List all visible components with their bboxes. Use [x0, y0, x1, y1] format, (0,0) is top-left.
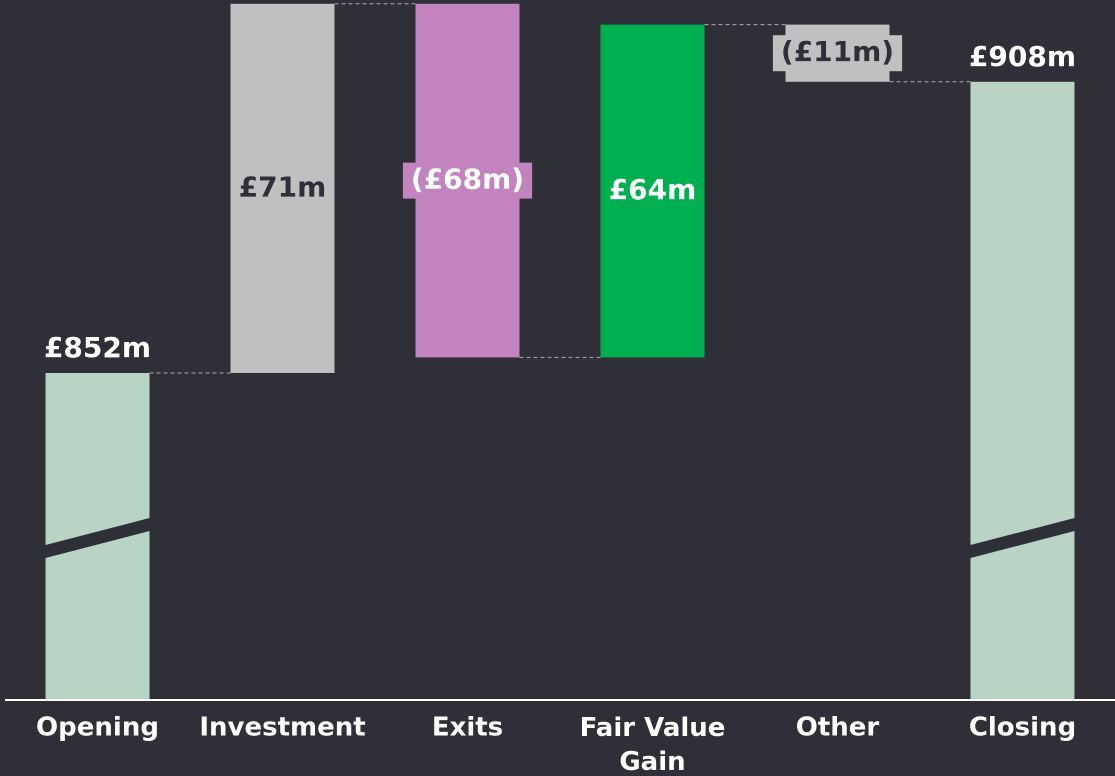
axis-break: [970, 518, 1075, 558]
x-tick-label: Exits: [432, 713, 503, 743]
x-tick-label: Other: [796, 713, 880, 743]
axis-break: [45, 518, 150, 558]
x-tick-label-line: Gain: [619, 747, 685, 776]
x-tick-label: Investment: [199, 713, 365, 743]
label-box: [772, 35, 903, 72]
label-box: [600, 173, 705, 209]
value-label: (£68m): [411, 163, 524, 196]
value-label: £852m: [44, 331, 151, 364]
value-label: £71m: [239, 170, 327, 203]
x-tick-label: Fair Value Gain: [580, 713, 726, 776]
x-tick-label-line: Fair Value: [580, 713, 726, 743]
label-box: [402, 162, 533, 199]
value-label: £64m: [609, 173, 697, 206]
x-tick-label: Closing: [969, 713, 1076, 743]
value-label: (£11m): [781, 35, 894, 68]
value-label: £908m: [969, 40, 1076, 73]
x-tick-label: Opening: [36, 713, 159, 743]
label-box: [230, 170, 335, 207]
bar: [970, 81, 1075, 701]
